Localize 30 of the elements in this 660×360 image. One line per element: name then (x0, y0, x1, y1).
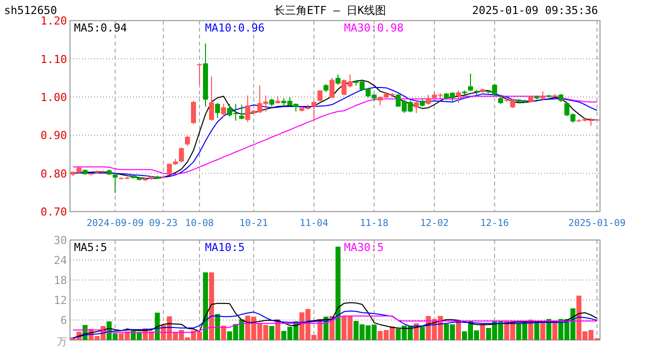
xtick: 2025-01-09 (568, 218, 626, 229)
xtick: 12-16 (480, 218, 509, 229)
series-name: MA10:0.96 (205, 22, 265, 35)
ytick: 1.20 (40, 14, 67, 28)
xtick: 10-08 (185, 218, 214, 229)
ytick: 18 (54, 274, 67, 287)
xtick: 12-02 (420, 218, 449, 229)
ytick: 30 (54, 234, 67, 247)
series-name: MA5:5 (74, 241, 108, 254)
ytick: 0.90 (40, 129, 67, 142)
ytick: 1.00 (40, 91, 67, 104)
series-name: MA30:5 (344, 241, 384, 254)
xtick: 2024-09-09 (86, 218, 144, 229)
title: 长三角ETF — 日K线图 (274, 4, 386, 17)
series-name: MA5:0.94 (74, 22, 127, 35)
annotation: 2025-01-09 09:35:36 (472, 4, 598, 17)
ytick: 24 (54, 254, 67, 267)
xtick: 11-18 (360, 218, 388, 229)
ylabel: 万 (57, 337, 67, 348)
ytick: 0.80 (40, 167, 67, 180)
ytick: 6 (60, 314, 67, 327)
xtick: 09-23 (149, 218, 178, 229)
series-name: MA30:0.98 (344, 22, 404, 35)
ytick: 12 (54, 294, 67, 307)
xtick: 11-04 (300, 218, 328, 229)
xtick: 10-21 (239, 218, 268, 229)
annotation: sh512650 (4, 4, 57, 17)
ytick: 1.10 (40, 52, 67, 66)
ytick: 0.70 (40, 206, 67, 219)
series-name: MA10:5 (205, 241, 245, 254)
